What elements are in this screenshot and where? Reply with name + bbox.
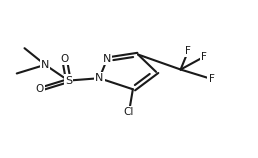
Text: N: N xyxy=(41,60,49,70)
Text: F: F xyxy=(209,74,214,84)
Text: O: O xyxy=(60,54,69,64)
Text: N: N xyxy=(103,54,111,64)
Text: O: O xyxy=(36,84,44,94)
Text: F: F xyxy=(201,52,207,62)
Text: S: S xyxy=(65,76,72,86)
Text: N: N xyxy=(95,73,103,83)
Text: Cl: Cl xyxy=(124,107,134,117)
Text: F: F xyxy=(186,46,191,56)
